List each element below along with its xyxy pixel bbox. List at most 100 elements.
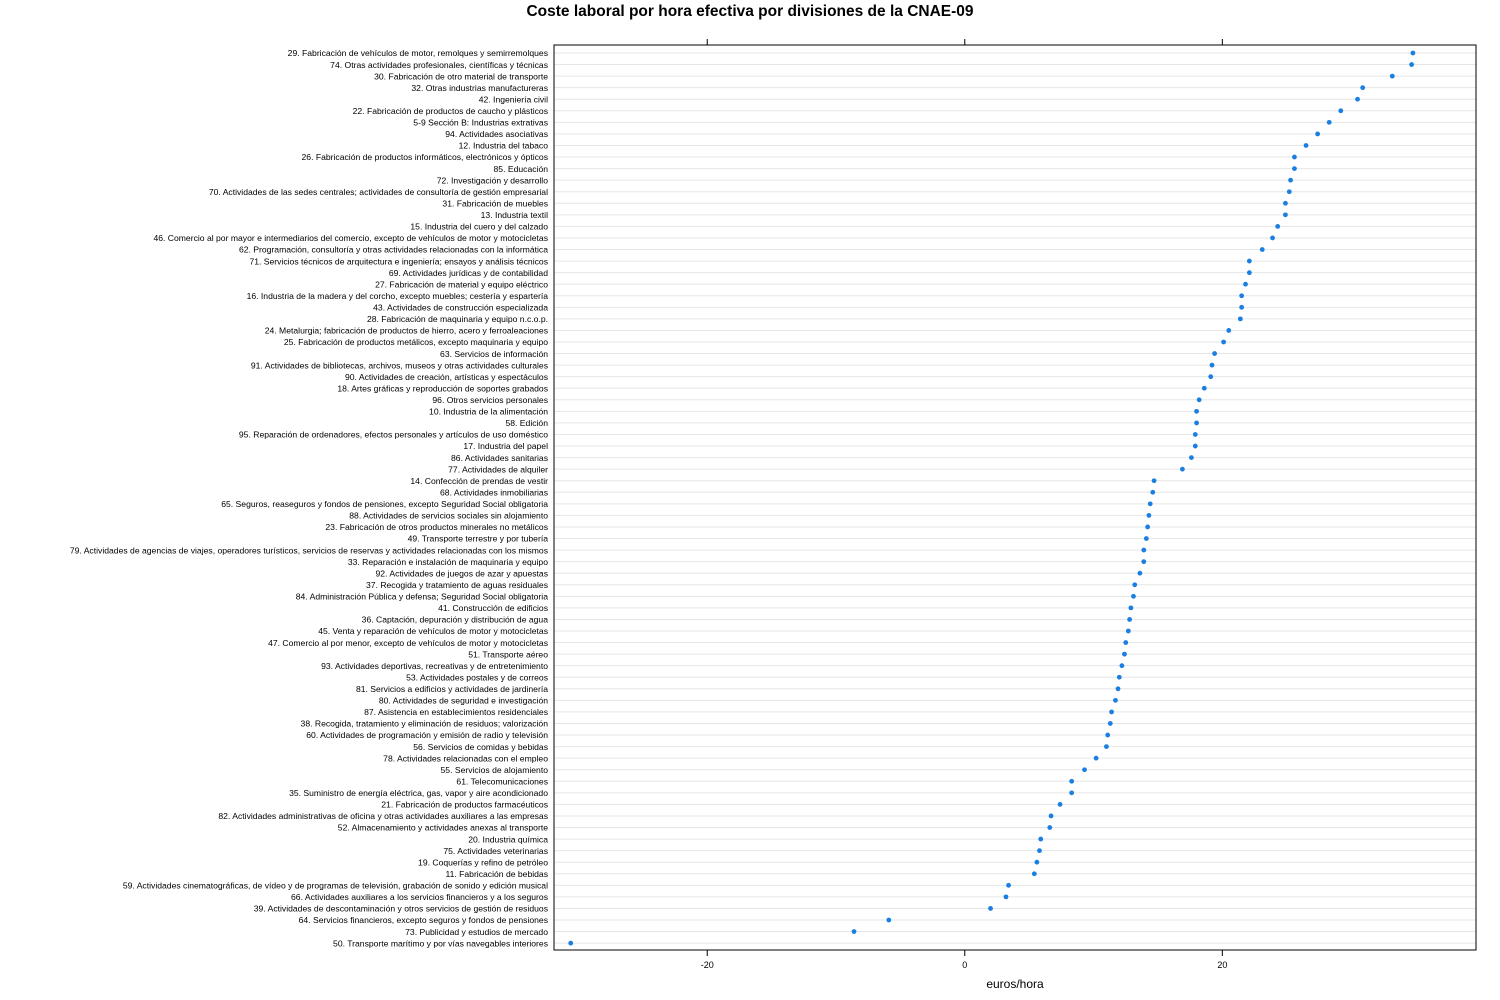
category-label: 81. Servicios a edificios y actividades … <box>356 684 548 694</box>
data-point <box>1057 802 1063 807</box>
data-point <box>1003 894 1009 900</box>
data-points <box>568 50 1416 946</box>
category-label: 47. Comercio al por menor, excepto de ve… <box>268 638 548 648</box>
x-axis-label: euros/hora <box>986 977 1044 991</box>
category-label: 55. Servicios de alojamiento <box>441 765 549 775</box>
data-point <box>1246 258 1252 264</box>
data-point <box>886 917 892 923</box>
data-point <box>1209 362 1215 368</box>
data-point <box>1292 166 1297 172</box>
category-label: 30. Fabricación de otro material de tran… <box>374 71 548 81</box>
category-label: 95. Reparación de ordenadores, efectos p… <box>239 430 548 440</box>
data-point <box>1093 755 1099 761</box>
data-point <box>1338 108 1344 114</box>
data-point <box>1104 744 1109 749</box>
data-point <box>1127 617 1133 622</box>
category-label: 23. Fabricación de otros productos miner… <box>325 522 548 532</box>
data-point <box>1208 374 1214 380</box>
data-point <box>1006 882 1011 888</box>
category-label: 74. Otras actividades profesionales, cie… <box>330 60 548 70</box>
data-point <box>1283 212 1288 218</box>
data-point <box>1237 316 1243 322</box>
category-label: 53. Actividades postales y de correos <box>406 672 548 682</box>
data-point <box>1145 524 1151 530</box>
category-label: 5-9 Sección B: Industrias extrativas <box>413 118 548 128</box>
data-point <box>1243 281 1248 287</box>
data-point <box>1143 536 1149 541</box>
category-labels: 29. Fabricación de vehículos de motor, r… <box>70 48 548 948</box>
category-label: 10. Industria de la alimentación <box>429 407 548 417</box>
data-point <box>1259 247 1265 252</box>
data-point <box>1122 651 1127 657</box>
gridlines <box>554 52 1476 944</box>
data-point <box>1246 270 1252 276</box>
category-label: 75. Actividades veterinarias <box>443 846 548 856</box>
category-label: 19. Coquerías y refino de petróleo <box>418 857 548 867</box>
data-point <box>1150 489 1156 495</box>
data-point <box>1196 397 1202 403</box>
data-point <box>1283 200 1288 206</box>
data-point <box>988 906 993 911</box>
data-point <box>1410 50 1416 56</box>
category-label: 86. Actividades sanitarias <box>451 453 548 463</box>
category-label: 52. Almacenamiento y actividades anexas … <box>338 823 548 833</box>
plot-panel <box>553 44 1477 951</box>
data-point <box>1031 871 1037 877</box>
category-label: 93. Actividades deportivas, recreativas … <box>321 661 548 671</box>
category-label: 79. Actividades de agencias de viajes, o… <box>70 545 548 555</box>
data-point <box>1131 593 1136 599</box>
data-point <box>1105 732 1111 738</box>
category-label: 11. Fabricación de bebidas <box>445 869 548 879</box>
category-label: 36. Captación, depuración y distribución… <box>362 615 549 625</box>
data-point <box>1270 235 1275 241</box>
category-label: 15. Industria del cuero y del calzado <box>410 222 548 232</box>
data-point <box>1192 443 1198 449</box>
x-tick-label: 20 <box>1217 960 1227 970</box>
category-label: 65. Seguros, reaseguros y fondos de pens… <box>221 499 548 509</box>
category-label: 64. Servicios financieros, excepto segur… <box>299 915 548 925</box>
category-label: 58. Edición <box>505 418 548 428</box>
category-label: 72. Investigación y desarrollo <box>437 175 549 185</box>
x-tick-label: -20 <box>701 960 714 970</box>
category-label: 73. Publicidad y estudios de mercado <box>405 927 548 937</box>
category-label: 91. Actividades de bibliotecas, archivos… <box>251 360 548 370</box>
category-label: 50. Transporte marítimo y por vías naveg… <box>333 938 548 948</box>
data-point <box>1082 767 1087 773</box>
category-label: 27. Fabricación de material y equipo elé… <box>375 279 548 289</box>
category-label: 77. Actividades de alquiler <box>448 464 548 474</box>
data-point <box>1128 605 1134 611</box>
category-label: 94. Actividades asociativas <box>445 129 548 139</box>
category-label: 42. Ingeniería civil <box>479 94 548 104</box>
data-point <box>1119 663 1125 669</box>
data-point <box>1038 836 1044 842</box>
category-label: 63. Servicios de información <box>440 349 548 359</box>
data-point <box>1115 686 1121 692</box>
data-point <box>1286 189 1292 195</box>
data-point <box>1047 825 1053 830</box>
category-label: 60. Actividades de programación y emisió… <box>306 730 548 740</box>
data-point <box>1132 582 1138 588</box>
category-label: 49. Transporte terrestre y por tubería <box>408 534 549 544</box>
category-label: 68. Actividades inmobiliarias <box>440 487 548 497</box>
data-point <box>1303 143 1309 148</box>
category-label: 56. Servicios de comidas y bebidas <box>413 742 548 752</box>
data-point <box>1192 432 1198 437</box>
data-point <box>1212 351 1217 356</box>
category-label: 18. Artes gráficas y reproducción de sop… <box>337 383 548 393</box>
data-point <box>1113 697 1118 703</box>
data-point <box>1239 293 1245 299</box>
data-point <box>1239 304 1245 310</box>
data-point <box>1315 131 1321 137</box>
x-tick-label: 0 <box>962 960 967 970</box>
category-label: 66. Actividades auxiliares a los servici… <box>291 892 548 902</box>
category-label: 22. Fabricación de productos de caucho y… <box>353 106 548 116</box>
category-label: 32. Otras industrias manufactureras <box>411 83 548 93</box>
data-point <box>1288 177 1293 183</box>
category-label: 85. Educación <box>494 164 549 174</box>
category-label: 31. Fabricación de muebles <box>442 198 548 208</box>
category-label: 84. Administración Pública y defensa; Se… <box>296 592 548 602</box>
data-point <box>1151 478 1157 484</box>
data-point <box>1292 154 1297 160</box>
category-label: 62. Programación, consultoría y otras ac… <box>239 245 548 255</box>
data-point <box>1194 408 1199 414</box>
